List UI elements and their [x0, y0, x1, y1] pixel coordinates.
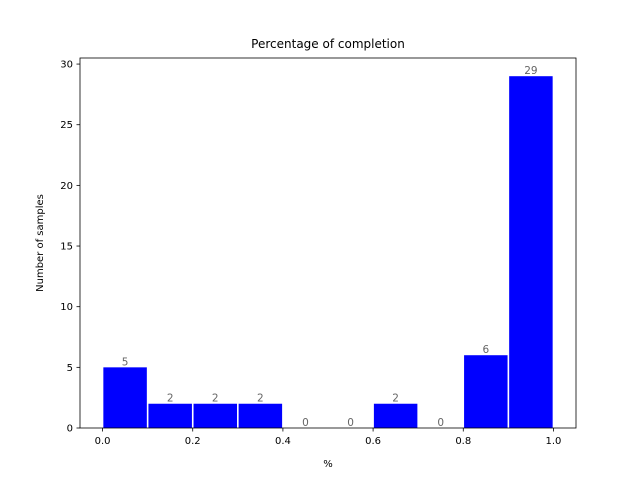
bar-value-label: 2: [212, 393, 219, 405]
bar-value-label: 0: [347, 417, 354, 429]
bar-value-label: 6: [482, 344, 489, 356]
histogram-bar: [373, 403, 418, 428]
x-tick-label: 1.0: [546, 436, 562, 447]
y-tick-label: 20: [60, 181, 73, 192]
x-tick-label: 0.2: [185, 436, 201, 447]
histogram-bar: [148, 403, 192, 428]
x-axis-label: %: [323, 459, 333, 470]
bar-value-label: 2: [257, 393, 264, 405]
y-axis-label: Number of samples: [35, 194, 46, 292]
plot-frame: [79, 57, 577, 429]
bar-value-label: 0: [437, 417, 444, 429]
bar-value-label: 0: [302, 417, 309, 429]
histogram-bar: [464, 355, 508, 428]
x-axis-ticks: 0.0 0.2 0.4 0.6 0.8 1.0: [95, 428, 562, 447]
bar-value-label: 5: [122, 356, 129, 368]
bar-value-label: 2: [392, 393, 399, 405]
y-axis-ticks: 0 5 10 15 20 25 30: [60, 60, 80, 435]
bars-layer: [103, 76, 553, 429]
histogram-bar: [238, 403, 283, 428]
histogram-bar: [193, 403, 238, 428]
x-tick-label: 0.4: [275, 436, 291, 447]
x-tick-label: 0.6: [365, 436, 381, 447]
y-tick-label: 30: [60, 60, 73, 71]
y-tick-label: 15: [60, 242, 73, 253]
x-tick-label: 0.0: [95, 436, 111, 447]
bar-value-label: 2: [167, 393, 174, 405]
histogram-bar: [103, 367, 147, 428]
y-tick-label: 5: [67, 363, 73, 374]
data-labels-layer: 5 2 2 2 0 0 2 0 6 29: [122, 65, 538, 429]
x-tick-label: 0.8: [455, 436, 471, 447]
y-tick-label: 10: [60, 302, 73, 313]
chart-title: Percentage of completion: [251, 37, 405, 51]
histogram-bar: [509, 76, 553, 429]
bar-value-label: 29: [524, 65, 537, 77]
y-tick-label: 25: [60, 120, 73, 131]
y-tick-label: 0: [67, 424, 73, 435]
